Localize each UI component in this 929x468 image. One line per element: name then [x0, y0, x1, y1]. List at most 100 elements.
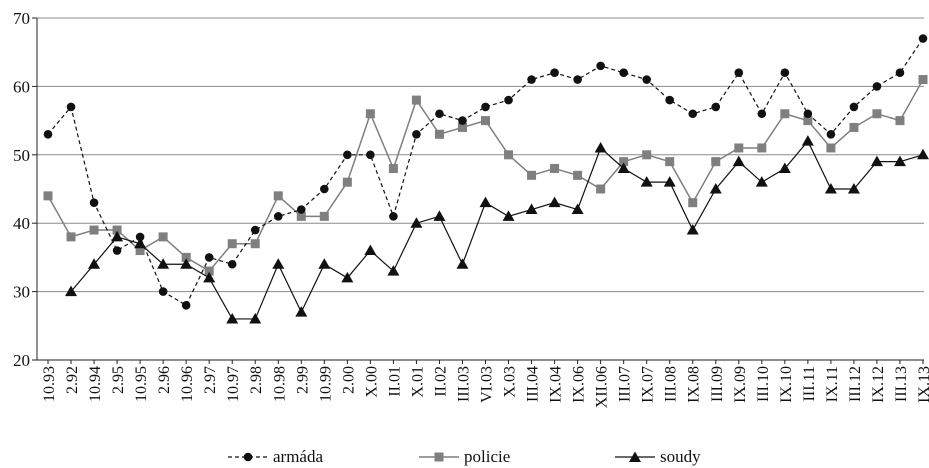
x-tick-label: XII.06 — [594, 366, 611, 408]
data-point-soudy — [594, 141, 607, 153]
data-point-policie — [66, 232, 76, 242]
data-point-armáda — [918, 34, 928, 43]
x-tick-label: IX.08 — [686, 366, 703, 403]
data-point-soudy — [824, 183, 837, 194]
x-tick-label: IX.09 — [732, 366, 749, 403]
data-point-armáda — [320, 184, 329, 194]
series-armáda — [43, 34, 928, 310]
legend-marker-soudy — [615, 451, 655, 462]
data-point-soudy — [180, 258, 193, 269]
data-point-armáda — [596, 61, 605, 71]
data-point-policie — [135, 246, 145, 256]
data-point-policie — [688, 198, 698, 208]
x-tick-label: IX.10 — [778, 366, 795, 403]
data-point-armáda — [43, 129, 53, 139]
x-tick-label: IX.12 — [870, 366, 887, 403]
data-point-armáda — [389, 212, 398, 221]
x-tick-label: III.10 — [755, 366, 772, 402]
data-point-armáda — [435, 109, 444, 119]
data-point-armáda — [458, 116, 467, 125]
legend-marker-armada — [228, 452, 268, 462]
x-tick-label: IX.11 — [824, 366, 841, 402]
x-tick-label: III.12 — [847, 366, 864, 402]
data-point-soudy — [410, 217, 423, 228]
data-point-policie — [319, 211, 329, 221]
x-tick-label: X.01 — [409, 366, 426, 398]
data-point-soudy — [295, 306, 308, 317]
data-point-armáda — [826, 129, 836, 139]
data-point-armáda — [481, 102, 490, 112]
x-tick-label: X.00 — [363, 366, 380, 398]
data-point-policie — [112, 225, 122, 235]
data-point-soudy — [318, 258, 331, 269]
data-point-armáda — [872, 82, 882, 91]
data-point-soudy — [801, 135, 814, 146]
x-tick-label: X.03 — [502, 366, 519, 398]
data-point-armáda — [296, 205, 306, 214]
data-point-policie — [734, 143, 744, 153]
data-point-soudy — [134, 237, 147, 249]
x-tick-label: 2.92 — [64, 366, 81, 394]
data-point-policie — [642, 150, 652, 160]
data-point-soudy — [847, 183, 860, 194]
data-point-soudy — [640, 176, 653, 187]
y-tick-label: 70 — [13, 9, 30, 28]
x-axis: 10.93 2.92 10.94 2.95 10.95 2.96 10.96 2.97 10.9… — [37, 359, 929, 408]
data-point-policie — [296, 211, 306, 221]
data-point-soudy — [893, 155, 906, 167]
data-point-armáda — [527, 75, 536, 84]
data-point-soudy — [686, 224, 699, 235]
x-tick-label: IX.13 — [916, 366, 929, 403]
data-point-policie — [158, 232, 168, 242]
y-tick-label: 60 — [13, 77, 30, 96]
data-point-policie — [872, 109, 882, 119]
x-tick-label: III.11 — [801, 366, 818, 401]
data-point-policie — [780, 109, 790, 119]
data-point-armáda — [573, 75, 582, 84]
x-tick-label: 2.95 — [110, 366, 127, 394]
y-tick-label: 40 — [13, 214, 30, 233]
data-point-soudy — [341, 271, 354, 283]
series-line-armáda — [47, 38, 924, 307]
data-point-soudy — [272, 258, 285, 269]
y-tick-label: 30 — [13, 283, 30, 302]
data-point-soudy — [88, 258, 101, 269]
data-point-soudy — [433, 210, 446, 221]
x-tick-label: 2.00 — [340, 366, 357, 394]
data-point-policie — [527, 170, 537, 180]
data-point-soudy — [755, 176, 768, 187]
line-chart: 20 30 40 50 60 70 10.93 2.92 10.94 2.95 10.95 2.96… — [13, 9, 929, 408]
data-point-soudy — [387, 265, 400, 276]
data-point-armáda — [135, 232, 145, 242]
data-point-soudy — [456, 258, 469, 269]
data-point-armáda — [849, 102, 859, 112]
data-point-armáda — [204, 253, 214, 262]
x-tick-label: III.09 — [709, 366, 726, 402]
data-point-policie — [434, 129, 444, 139]
data-point-armáda — [66, 102, 76, 112]
gridlines — [37, 17, 924, 361]
data-point-soudy — [249, 312, 262, 324]
data-point-policie — [342, 177, 352, 187]
data-point-soudy — [617, 162, 630, 173]
data-point-armáda — [412, 129, 421, 139]
data-point-policie — [388, 163, 398, 173]
data-point-armáda — [711, 102, 721, 112]
x-tick-label: II.02 — [432, 366, 449, 397]
x-tick-label: 10.94 — [87, 366, 104, 402]
x-tick-label: 10.99 — [317, 366, 334, 402]
data-point-soudy — [571, 203, 584, 215]
data-point-armáda — [158, 287, 168, 296]
x-tick-label: II.01 — [386, 366, 403, 397]
data-point-armáda — [273, 212, 283, 221]
data-point-policie — [711, 157, 721, 167]
data-point-armáda — [181, 300, 191, 310]
data-point-policie — [504, 150, 514, 160]
data-point-armáda — [757, 109, 767, 119]
data-point-policie — [619, 157, 629, 167]
data-point-policie — [273, 191, 283, 201]
data-point-soudy — [203, 271, 216, 283]
data-point-soudy — [157, 258, 170, 269]
data-point-armáda — [504, 95, 513, 105]
legend-item-armada: armáda — [227, 447, 323, 467]
